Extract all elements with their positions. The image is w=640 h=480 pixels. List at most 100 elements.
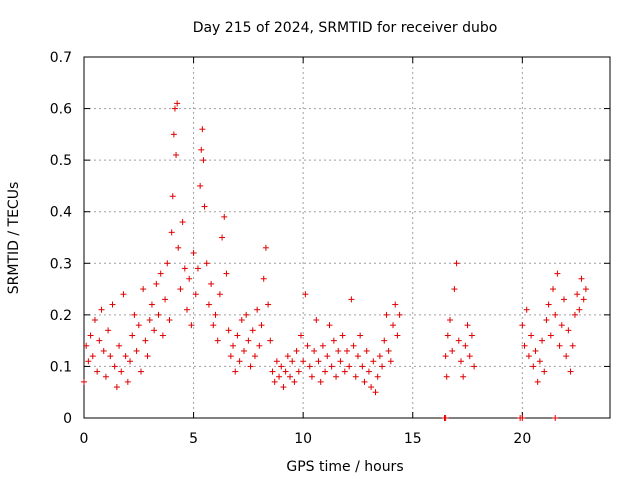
- data-point: [89, 353, 96, 360]
- data-point: [394, 332, 401, 339]
- data-point: [116, 342, 123, 349]
- data-point: [190, 249, 197, 256]
- data-point: [315, 358, 322, 365]
- data-point: [155, 311, 162, 318]
- data-point: [243, 311, 250, 318]
- data-point: [530, 363, 537, 370]
- data-point: [541, 368, 548, 375]
- data-point: [262, 244, 269, 251]
- data-point: [352, 373, 359, 380]
- data-point: [576, 306, 583, 313]
- data-point: [464, 322, 471, 329]
- data-point: [390, 322, 397, 329]
- y-tick-label: 0.4: [50, 205, 72, 221]
- data-point: [127, 358, 134, 365]
- data-point: [532, 347, 539, 354]
- data-point: [449, 347, 456, 354]
- x-tick-label: 15: [404, 431, 422, 447]
- data-point: [169, 193, 176, 200]
- data-point: [468, 332, 475, 339]
- data-point: [232, 368, 239, 375]
- data-point: [376, 353, 383, 360]
- data-point: [85, 358, 92, 365]
- data-point: [328, 363, 335, 370]
- data-point: [258, 322, 265, 329]
- data-point: [113, 384, 120, 391]
- data-point: [221, 213, 228, 220]
- data-point: [306, 363, 313, 370]
- data-point: [569, 342, 576, 349]
- grid-lines: [84, 57, 610, 418]
- data-point: [543, 317, 550, 324]
- data-point: [354, 353, 361, 360]
- x-axis-label: GPS time / hours: [286, 459, 403, 475]
- data-point: [98, 306, 105, 313]
- data-point: [81, 378, 87, 385]
- data-point: [552, 415, 559, 421]
- data-point: [199, 126, 206, 133]
- data-point: [337, 358, 344, 365]
- data-point: [131, 311, 138, 318]
- data-point: [536, 358, 543, 365]
- data-point: [322, 368, 329, 375]
- data-point: [210, 322, 217, 329]
- data-point: [177, 286, 184, 293]
- data-point: [282, 368, 289, 375]
- data-point: [107, 353, 114, 360]
- data-point: [179, 219, 186, 226]
- data-point: [249, 327, 256, 334]
- data-point: [240, 347, 247, 354]
- data-point: [198, 146, 205, 153]
- x-tick-label: 20: [513, 431, 531, 447]
- data-point: [216, 291, 223, 298]
- data-point: [571, 311, 578, 318]
- data-point: [201, 203, 208, 210]
- data-point: [200, 157, 207, 164]
- data-point: [304, 342, 311, 349]
- y-tick-label: 0.5: [50, 153, 72, 169]
- data-point: [580, 296, 587, 303]
- data-point: [519, 322, 526, 329]
- data-point: [137, 368, 144, 375]
- data-point: [236, 358, 243, 365]
- data-point: [265, 301, 272, 308]
- data-point: [278, 363, 285, 370]
- data-point: [234, 332, 241, 339]
- data-point: [319, 342, 326, 349]
- data-point: [146, 317, 153, 324]
- data-point: [567, 368, 574, 375]
- data-point: [225, 327, 232, 334]
- data-point: [359, 363, 366, 370]
- data-point: [159, 332, 166, 339]
- data-point: [558, 322, 565, 329]
- data-point: [539, 337, 546, 344]
- data-point: [120, 291, 127, 298]
- data-point: [460, 373, 467, 380]
- x-tick-label: 10: [294, 431, 312, 447]
- data-point: [168, 229, 175, 236]
- data-point: [181, 265, 188, 272]
- data-point: [368, 384, 375, 391]
- data-point: [219, 234, 226, 241]
- data-point: [295, 368, 302, 375]
- data-point: [348, 296, 355, 303]
- data-point: [133, 347, 140, 354]
- data-point: [523, 306, 530, 313]
- data-point: [300, 358, 307, 365]
- data-point: [293, 347, 300, 354]
- y-axis-label: SRMTID / TECUs: [6, 182, 22, 295]
- data-point: [192, 291, 199, 298]
- data-point: [251, 353, 258, 360]
- data-point: [284, 353, 291, 360]
- data-point: [124, 378, 131, 385]
- data-point: [151, 327, 158, 334]
- data-point: [105, 327, 112, 334]
- data-point: [370, 358, 377, 365]
- data-point: [170, 131, 177, 138]
- data-point: [197, 182, 204, 189]
- data-point: [109, 301, 116, 308]
- data-point: [357, 332, 364, 339]
- data-point: [260, 275, 267, 282]
- data-point: [289, 358, 296, 365]
- plot-frame: [83, 56, 611, 419]
